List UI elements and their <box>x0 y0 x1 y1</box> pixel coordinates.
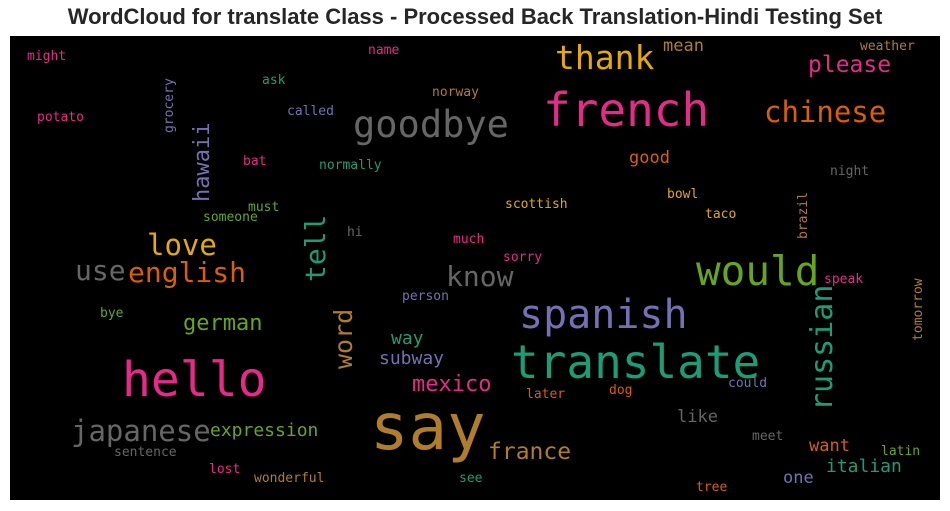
word-might: might <box>27 50 66 63</box>
word-could: could <box>728 377 767 390</box>
word-french: french <box>543 87 709 133</box>
word-dog: dog <box>609 384 632 397</box>
word-weather: weather <box>860 40 915 53</box>
word-night: night <box>830 165 869 178</box>
word-mexico: mexico <box>412 374 491 396</box>
word-france: france <box>488 441 571 464</box>
word-brazil: brazil <box>797 192 810 239</box>
word-hello: hello <box>122 356 267 404</box>
word-potato: potato <box>37 111 84 124</box>
word-hawaii: hawaii <box>192 123 214 202</box>
word-please: please <box>808 54 891 77</box>
word-japanese: japanese <box>71 417 211 446</box>
word-one: one <box>783 470 814 487</box>
word-like: like <box>677 409 718 426</box>
word-german: german <box>183 313 262 335</box>
word-sorry: sorry <box>503 251 542 264</box>
word-spanish: spanish <box>519 295 688 335</box>
word-bowl: bowl <box>667 188 698 201</box>
word-tell: tell <box>302 215 330 282</box>
word-translate: translate <box>511 339 760 385</box>
word-ask: ask <box>262 74 285 87</box>
word-way: way <box>391 330 424 348</box>
word-grocery: grocery <box>163 78 176 133</box>
word-meet: meet <box>752 430 783 443</box>
word-bye: bye <box>100 307 123 320</box>
word-scottish: scottish <box>505 198 568 211</box>
word-would: would <box>696 251 819 292</box>
word-norway: norway <box>432 86 479 99</box>
word-called: called <box>287 105 334 118</box>
word-russian: russian <box>808 285 838 411</box>
word-lost: lost <box>209 463 240 476</box>
word-say: say <box>370 396 486 460</box>
word-tree: tree <box>696 481 727 494</box>
word-want: want <box>809 438 850 455</box>
word-person: person <box>402 290 449 303</box>
word-name: name <box>368 44 399 57</box>
word-normally: normally <box>319 159 382 172</box>
word-expression: expression <box>210 422 318 440</box>
word-good: good <box>629 150 670 167</box>
word-sentence: sentence <box>114 446 177 459</box>
word-word: word <box>331 309 356 369</box>
word-wonderful: wonderful <box>254 472 324 485</box>
word-goodbye: goodbye <box>353 106 509 143</box>
word-thank: thank <box>555 41 654 74</box>
word-italian: italian <box>826 458 902 476</box>
word-love: love <box>147 231 217 260</box>
word-much: much <box>453 233 484 246</box>
word-know: know <box>446 263 513 291</box>
word-taco: taco <box>705 208 736 221</box>
word-someone: someone <box>203 211 258 224</box>
word-english: english <box>128 259 246 287</box>
word-cloud: say hello translate french would spanish… <box>10 36 940 500</box>
chart-title: WordCloud for translate Class - Processe… <box>0 4 950 30</box>
word-use: use <box>75 257 126 285</box>
word-chinese: chinese <box>764 98 886 127</box>
word-hi: hi <box>347 226 363 239</box>
word-mean: mean <box>663 38 704 55</box>
word-later: later <box>526 388 565 401</box>
word-bat: bat <box>243 155 266 168</box>
word-subway: subway <box>379 350 444 368</box>
word-see: see <box>459 472 482 485</box>
word-tomorrow: tomorrow <box>912 278 925 341</box>
word-latin: latin <box>881 445 920 458</box>
